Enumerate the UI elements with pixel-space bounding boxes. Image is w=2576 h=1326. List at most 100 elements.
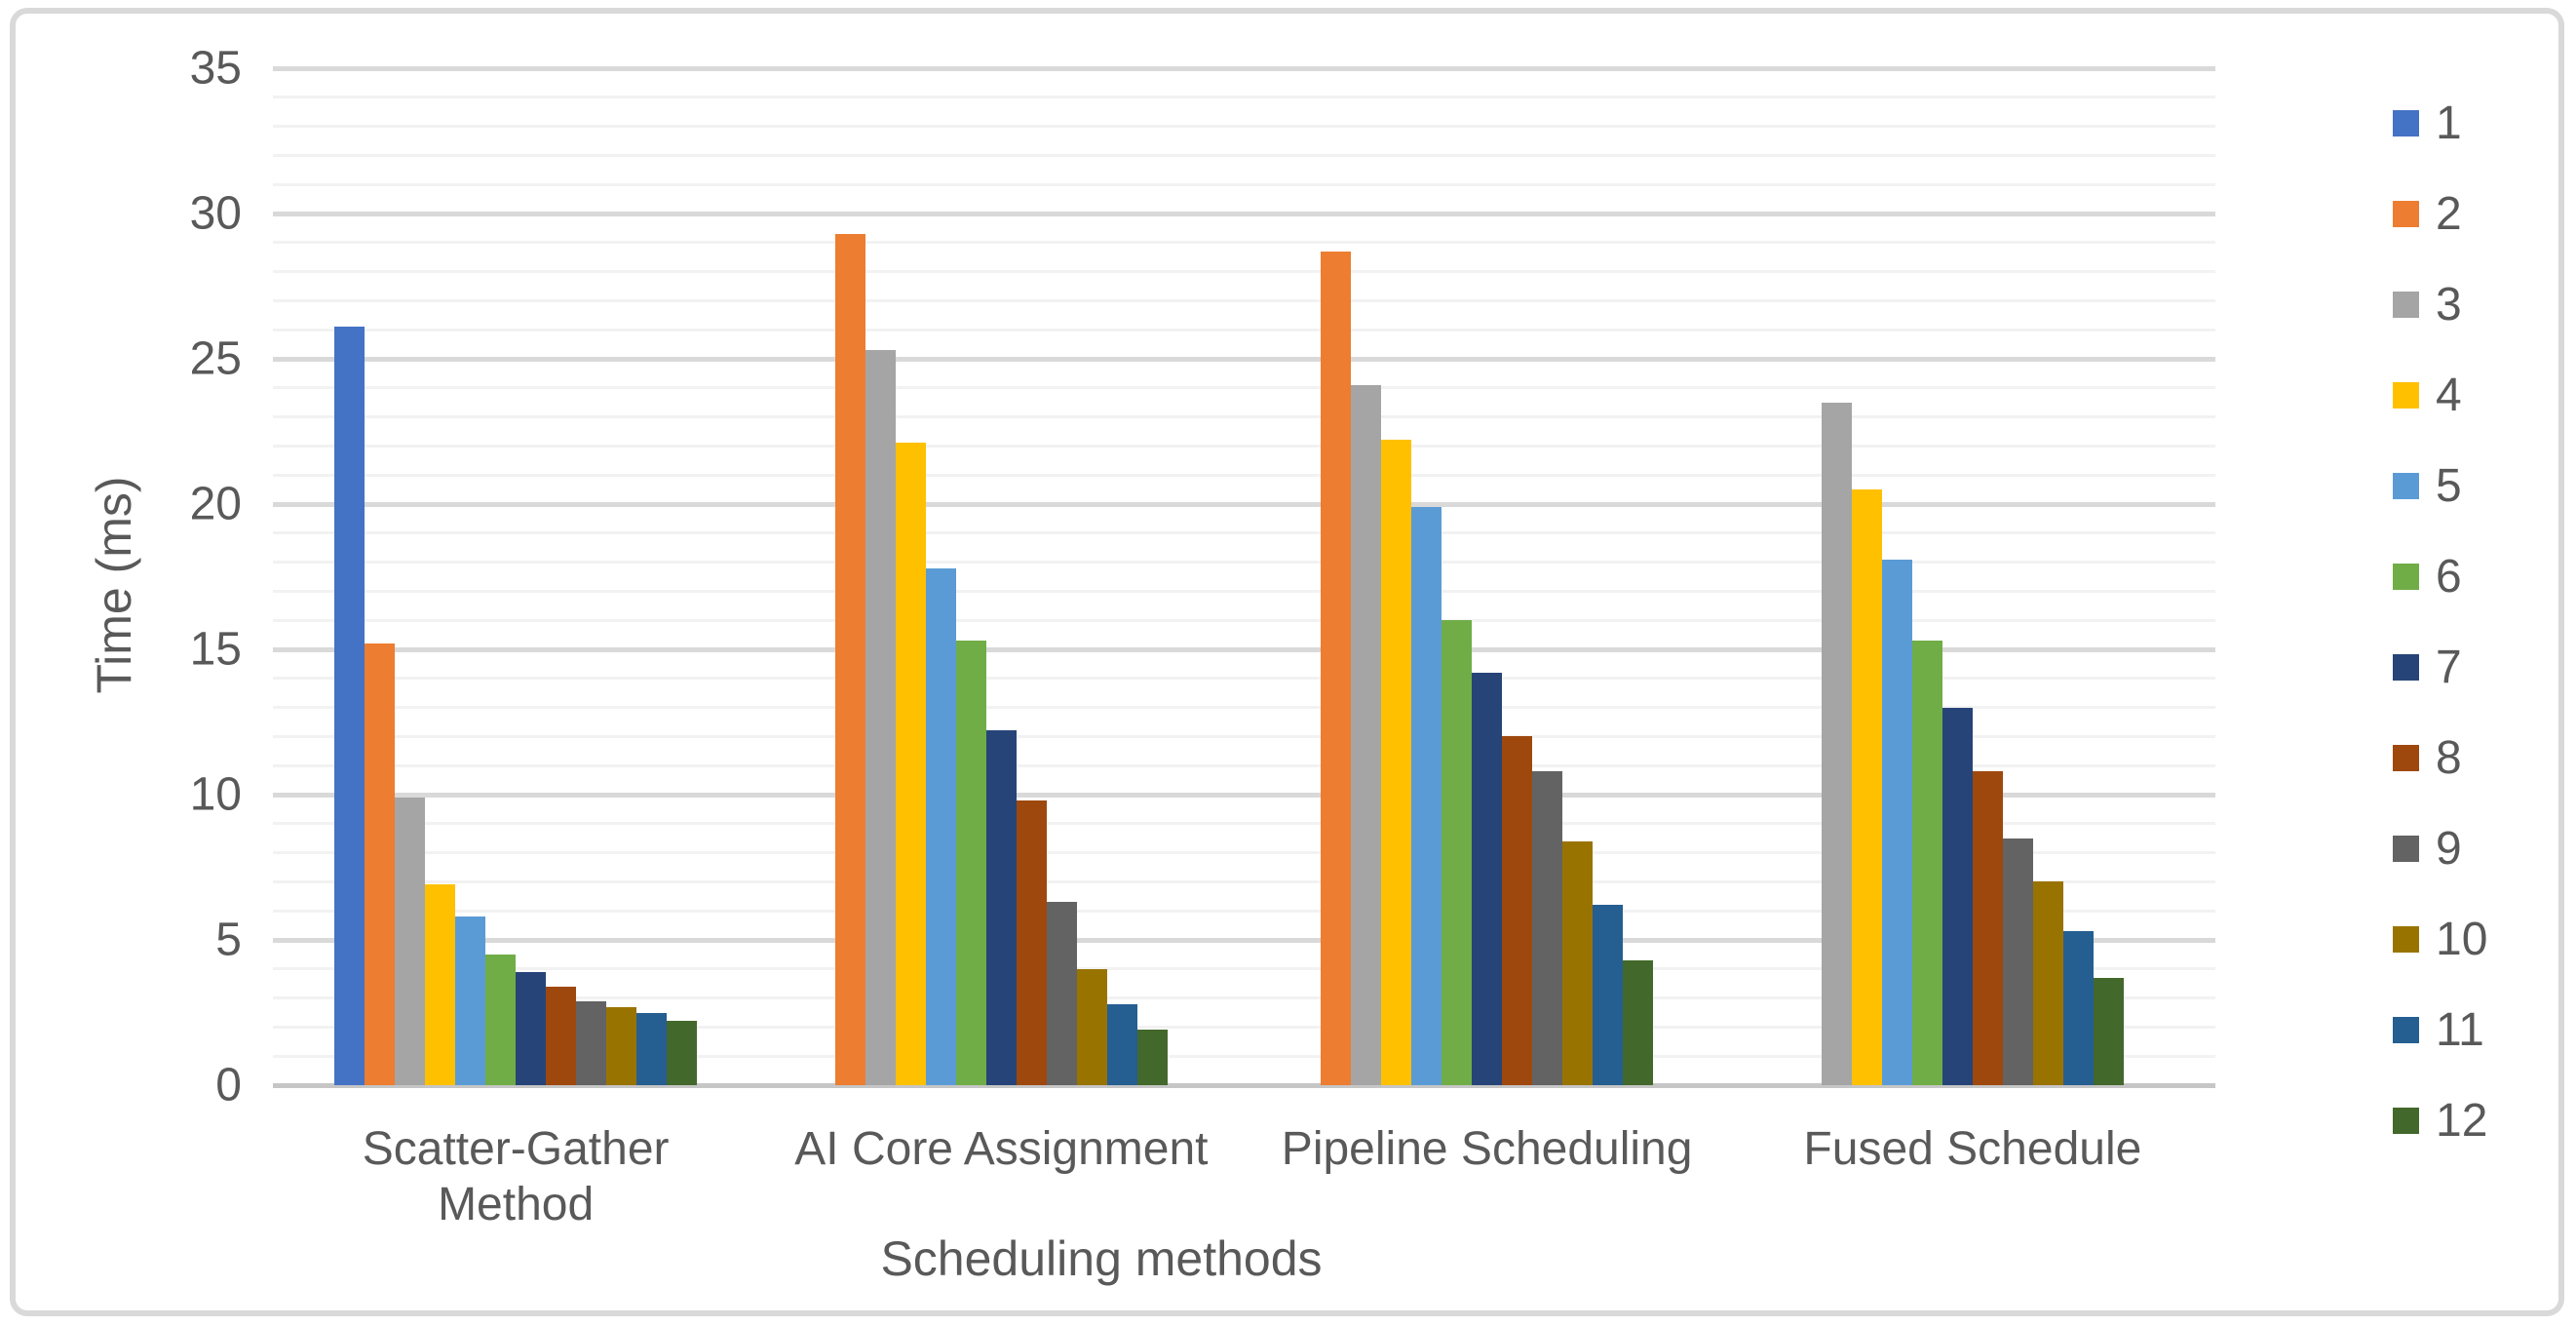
legend-item: 4 [2393, 369, 2462, 421]
gridline-major [273, 646, 2215, 652]
gridline-minor [273, 241, 2215, 245]
legend-swatch [2393, 109, 2419, 136]
category-label: Scatter-Gather Method [362, 1123, 670, 1230]
legend-label: 8 [2436, 731, 2462, 784]
y-tick-label: 10 [189, 768, 242, 821]
bar-series-8-cat-4 [1972, 771, 2003, 1085]
bar-series-6-cat-3 [1442, 620, 1473, 1085]
legend-swatch [2393, 381, 2419, 409]
gridline-minor [273, 182, 2215, 186]
bar-series-4-cat-1 [425, 884, 456, 1085]
y-tick-label: 35 [189, 42, 242, 95]
gridline-minor [273, 96, 2215, 99]
gridline-minor [273, 444, 2215, 448]
legend-swatch [2393, 472, 2419, 499]
bar-series-12-cat-2 [1136, 1030, 1168, 1085]
legend-item: 9 [2393, 822, 2462, 875]
legend-swatch [2393, 1107, 2419, 1134]
legend-label: 7 [2436, 641, 2462, 693]
y-tick-label: 30 [189, 187, 242, 240]
bar-series-5-cat-3 [1411, 506, 1442, 1085]
gridline-minor [273, 561, 2215, 565]
legend-label: 10 [2436, 913, 2488, 965]
bar-series-7-cat-2 [985, 730, 1017, 1085]
bar-series-8-cat-2 [1016, 800, 1047, 1085]
legend-item: 12 [2393, 1094, 2487, 1147]
y-tick-label: 0 [215, 1059, 242, 1112]
legend-swatch [2393, 835, 2419, 862]
gridline-minor [273, 473, 2215, 477]
gridline-minor [273, 531, 2215, 535]
bar-series-7-cat-4 [1942, 707, 1973, 1085]
gridline-minor [273, 734, 2215, 738]
bar-series-11-cat-4 [2062, 931, 2094, 1085]
bar-series-12-cat-4 [2093, 977, 2124, 1085]
legend-item: 10 [2393, 913, 2487, 965]
bar-series-3-cat-2 [865, 350, 896, 1085]
bar-series-11-cat-2 [1106, 1003, 1137, 1085]
legend-item: 1 [2393, 97, 2462, 149]
legend-label: 4 [2436, 369, 2462, 421]
legend-label: 3 [2436, 278, 2462, 331]
gridline-minor [273, 763, 2215, 767]
bar-series-9-cat-4 [2002, 838, 2033, 1085]
gridline-major [273, 65, 2215, 71]
gridline-major [273, 501, 2215, 507]
bar-series-3-cat-4 [1821, 402, 1852, 1085]
bar-series-7-cat-1 [516, 971, 547, 1085]
gridline-minor [273, 1054, 2215, 1058]
bar-series-6-cat-1 [485, 954, 517, 1085]
bar-series-12-cat-1 [667, 1021, 698, 1085]
bar-series-10-cat-3 [1562, 840, 1594, 1085]
bar-series-12-cat-3 [1623, 959, 1654, 1085]
y-tick-label: 20 [189, 478, 242, 530]
legend-swatch [2393, 653, 2419, 681]
legend-label: 1 [2436, 97, 2462, 149]
category-label: Fused Schedule [1803, 1123, 2142, 1175]
legend-label: 11 [2436, 1003, 2484, 1056]
legend-swatch [2393, 744, 2419, 771]
legend-label: 2 [2436, 187, 2462, 240]
legend-item: 5 [2393, 459, 2462, 512]
bar-series-10-cat-4 [2032, 881, 2063, 1085]
bar-series-4-cat-2 [895, 443, 926, 1085]
legend-swatch [2393, 925, 2419, 953]
x-axis-line [273, 1082, 2215, 1088]
bar-series-5-cat-2 [925, 567, 956, 1085]
legend-swatch [2393, 563, 2419, 590]
bar-series-3-cat-3 [1351, 384, 1382, 1085]
legend-item: 8 [2393, 731, 2462, 784]
legend-swatch [2393, 200, 2419, 227]
bar-series-2-cat-3 [1321, 251, 1352, 1085]
y-tick-label: 25 [189, 332, 242, 385]
category-label: AI Core Assignment [794, 1123, 1209, 1175]
legend-item: 2 [2393, 187, 2462, 240]
gridline-minor [273, 298, 2215, 302]
gridline-minor [273, 618, 2215, 622]
gridline-minor [273, 270, 2215, 274]
bar-series-5-cat-4 [1881, 559, 1912, 1085]
y-tick-label: 15 [189, 623, 242, 676]
legend-item: 11 [2393, 1003, 2484, 1056]
bar-series-2-cat-1 [365, 644, 396, 1085]
bar-series-11-cat-1 [636, 1012, 668, 1085]
bar-series-9-cat-2 [1046, 902, 1077, 1085]
gridline-minor [273, 706, 2215, 710]
gridline-minor [273, 1025, 2215, 1029]
gridline-major [273, 792, 2215, 798]
gridline-minor [273, 589, 2215, 593]
gridline-minor [273, 879, 2215, 883]
bar-series-4-cat-4 [1851, 489, 1882, 1085]
gridline-minor [273, 125, 2215, 129]
legend-swatch [2393, 291, 2419, 318]
bar-series-6-cat-2 [955, 641, 986, 1085]
bar-series-4-cat-3 [1381, 440, 1412, 1085]
category-label: Pipeline Scheduling [1281, 1123, 1693, 1175]
gridline-minor [273, 851, 2215, 855]
legend-label: 5 [2436, 459, 2462, 512]
gridline-major [273, 211, 2215, 216]
bar-series-3-cat-1 [395, 797, 426, 1085]
gridline-minor [273, 415, 2215, 419]
gridline-minor [273, 677, 2215, 681]
